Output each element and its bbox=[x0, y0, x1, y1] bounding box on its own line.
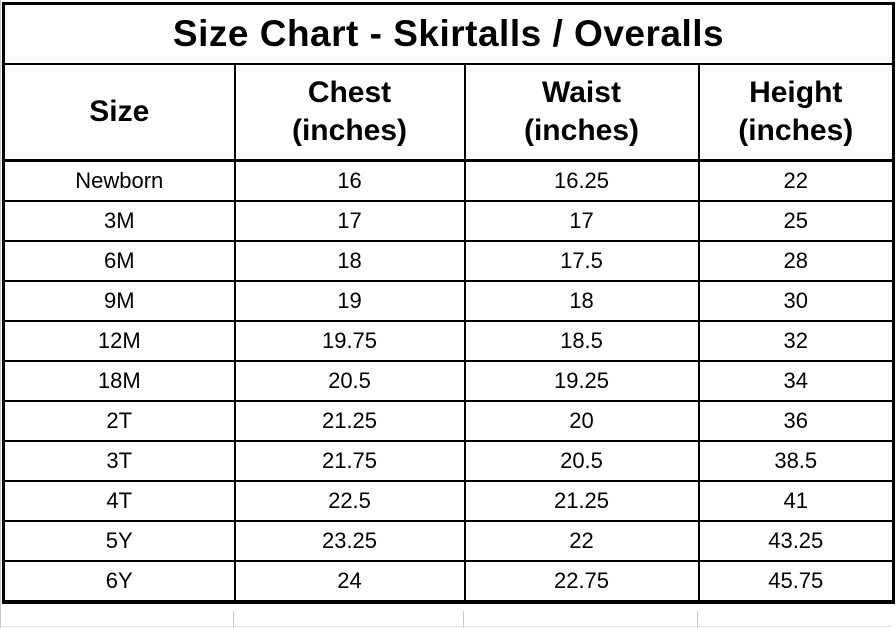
gridline-column-1 bbox=[233, 611, 234, 628]
column-header-height-label: Height bbox=[749, 76, 843, 109]
chart-title: Size Chart - Skirtalls / Overalls bbox=[2, 2, 895, 65]
size-cell: 6Y bbox=[2, 560, 236, 604]
table-row: Newborn 16 16.25 22 bbox=[2, 159, 895, 202]
size-cell: 2T bbox=[2, 400, 236, 442]
column-header-height: Height (inches) bbox=[697, 63, 895, 162]
height-cell: 41 bbox=[697, 480, 895, 522]
column-header-waist-label: Waist bbox=[542, 76, 621, 109]
height-cell: 43.25 bbox=[697, 520, 895, 562]
height-cell: 36 bbox=[697, 400, 895, 442]
height-cell: 45.75 bbox=[697, 560, 895, 604]
chest-cell: 18 bbox=[233, 240, 466, 282]
size-cell: Newborn bbox=[2, 159, 236, 202]
chest-cell: 22.5 bbox=[233, 480, 466, 522]
column-header-size: Size bbox=[2, 63, 236, 162]
chest-cell: 20.5 bbox=[233, 360, 466, 402]
column-header-size-label: Size bbox=[89, 95, 150, 128]
chest-cell: 17 bbox=[233, 200, 466, 242]
size-cell: 6M bbox=[2, 240, 236, 282]
waist-cell: 18 bbox=[463, 280, 700, 322]
size-cell: 12M bbox=[2, 320, 236, 362]
size-cell: 3T bbox=[2, 440, 236, 482]
table-row: 18M 20.5 19.25 34 bbox=[2, 360, 895, 402]
size-chart-table: Size Chart - Skirtalls / Overalls Size C… bbox=[2, 2, 895, 604]
column-header-waist: Waist (inches) bbox=[463, 63, 700, 162]
gridline-left-edge bbox=[0, 0, 1, 628]
chest-cell: 24 bbox=[233, 560, 466, 604]
height-cell: 32 bbox=[697, 320, 895, 362]
size-cell: 9M bbox=[2, 280, 236, 322]
table-body: Newborn 16 16.25 22 3M 17 17 25 6M 18 17.5 28 9M 19 18… bbox=[2, 159, 895, 604]
table-row: 5Y 23.25 22 43.25 bbox=[2, 520, 895, 562]
waist-cell: 16.25 bbox=[463, 159, 700, 202]
waist-cell: 20.5 bbox=[463, 440, 700, 482]
waist-cell: 21.25 bbox=[463, 480, 700, 522]
column-header-waist-unit: (inches) bbox=[523, 114, 640, 147]
height-cell: 25 bbox=[697, 200, 895, 242]
size-cell: 18M bbox=[2, 360, 236, 402]
height-cell: 34 bbox=[697, 360, 895, 402]
column-header-chest-label: Chest bbox=[307, 76, 392, 109]
chest-cell: 19.75 bbox=[233, 320, 466, 362]
height-cell: 28 bbox=[697, 240, 895, 282]
chest-cell: 23.25 bbox=[233, 520, 466, 562]
table-row: 3T 21.75 20.5 38.5 bbox=[2, 440, 895, 482]
size-cell: 5Y bbox=[2, 520, 236, 562]
chest-cell: 16 bbox=[233, 159, 466, 202]
header-row: Size Chest (inches) Waist (inches) Height (… bbox=[2, 63, 895, 162]
column-header-chest: Chest (inches) bbox=[233, 63, 466, 162]
size-cell: 3M bbox=[2, 200, 236, 242]
gridline-column-2 bbox=[463, 611, 464, 628]
gridline-column-3 bbox=[697, 611, 698, 628]
table-row: 6M 18 17.5 28 bbox=[2, 240, 895, 282]
waist-cell: 17 bbox=[463, 200, 700, 242]
table-row: 2T 21.25 20 36 bbox=[2, 400, 895, 442]
title-row: Size Chart - Skirtalls / Overalls bbox=[2, 2, 895, 65]
table-row: 12M 19.75 18.5 32 bbox=[2, 320, 895, 362]
table-row: 9M 19 18 30 bbox=[2, 280, 895, 322]
chest-cell: 21.25 bbox=[233, 400, 466, 442]
table-row: 4T 22.5 21.25 41 bbox=[2, 480, 895, 522]
chest-cell: 19 bbox=[233, 280, 466, 322]
waist-cell: 22.75 bbox=[463, 560, 700, 604]
chest-cell: 21.75 bbox=[233, 440, 466, 482]
column-header-chest-unit: (inches) bbox=[291, 114, 408, 147]
height-cell: 30 bbox=[697, 280, 895, 322]
waist-cell: 17.5 bbox=[463, 240, 700, 282]
height-cell: 38.5 bbox=[697, 440, 895, 482]
waist-cell: 19.25 bbox=[463, 360, 700, 402]
waist-cell: 22 bbox=[463, 520, 700, 562]
gridline-bottom bbox=[2, 626, 892, 627]
size-cell: 4T bbox=[2, 480, 236, 522]
table-row: 6Y 24 22.75 45.75 bbox=[2, 560, 895, 604]
waist-cell: 18.5 bbox=[463, 320, 700, 362]
table-row: 3M 17 17 25 bbox=[2, 200, 895, 242]
waist-cell: 20 bbox=[463, 400, 700, 442]
height-cell: 22 bbox=[697, 159, 895, 202]
column-header-height-unit: (inches) bbox=[738, 114, 854, 147]
